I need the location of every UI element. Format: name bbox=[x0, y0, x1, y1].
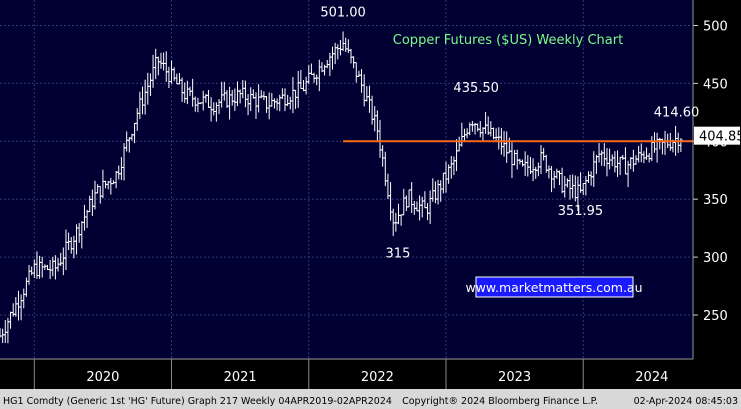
x-tick-label: 2022 bbox=[361, 370, 394, 385]
last-value-box bbox=[694, 126, 740, 145]
chart-title: Copper Futures ($US) Weekly Chart bbox=[393, 33, 623, 48]
last-value-label: 404.85 bbox=[699, 130, 741, 145]
annotation-label: 435.50 bbox=[453, 81, 499, 96]
footer-right: 02-Apr-2024 08:45:03 bbox=[634, 396, 738, 407]
y-tick-label: 400 bbox=[703, 135, 728, 150]
x-tick-label: 2024 bbox=[635, 370, 668, 385]
footer-left: HG1 Comdty (Generic 1st 'HG' Future) Gra… bbox=[3, 396, 392, 407]
x-tick-label: 2023 bbox=[498, 370, 531, 385]
footer-center: Copyright® 2024 Bloomberg Finance L.P. bbox=[402, 396, 598, 407]
y-tick-label: 300 bbox=[703, 251, 728, 266]
annotation-label: 501.00 bbox=[320, 5, 366, 20]
watermark-text: www.marketmatters.com.au bbox=[465, 280, 642, 295]
watermark-box bbox=[475, 276, 634, 298]
plot-background bbox=[0, 0, 693, 359]
y-tick-label: 500 bbox=[703, 19, 728, 34]
footer-band bbox=[0, 389, 741, 409]
annotation-label: 351.95 bbox=[558, 204, 604, 219]
annotation-label: 414.60 bbox=[654, 105, 700, 120]
y-tick-label: 250 bbox=[703, 309, 728, 324]
price-axis-band bbox=[693, 0, 741, 359]
y-tick-label: 350 bbox=[703, 193, 728, 208]
time-axis-band bbox=[0, 359, 741, 389]
x-tick-label: 2020 bbox=[86, 370, 119, 385]
x-tick-label: 2021 bbox=[224, 370, 257, 385]
annotation-label: 315 bbox=[386, 247, 411, 262]
y-tick-label: 450 bbox=[703, 77, 728, 92]
